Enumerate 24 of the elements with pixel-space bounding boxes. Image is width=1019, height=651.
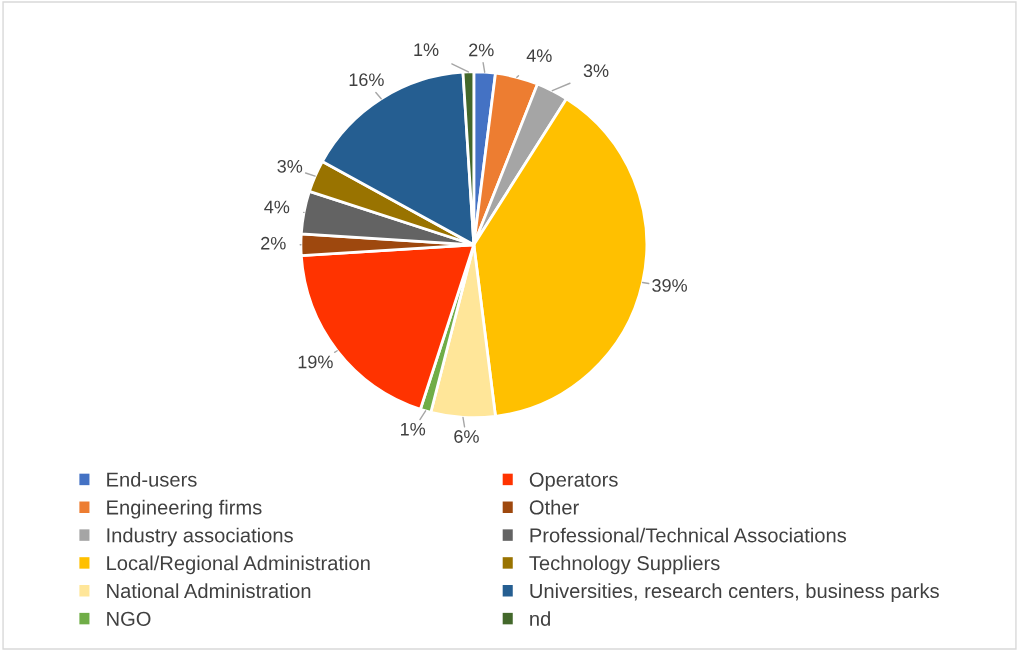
legend-label: End-users	[107, 471, 197, 487]
legend-label: Industry associations	[107, 527, 293, 547]
legend-label: Universities, research centers, business parks	[530, 583, 939, 603]
legend-label: National Administration	[107, 583, 311, 599]
data-label: 4%	[526, 49, 552, 62]
data-label: 4%	[264, 200, 290, 214]
data-label: 6%	[454, 430, 479, 443]
data-label: 39%	[652, 279, 687, 292]
data-label: 2%	[261, 236, 286, 250]
data-label: 3%	[583, 64, 609, 78]
data-label: 1%	[401, 422, 426, 436]
legend-label: nd	[530, 611, 550, 626]
legend-label: Local/Regional Administration	[107, 555, 370, 575]
legend-label: Professional/Technical Associations	[530, 527, 847, 543]
data-label: 3%	[277, 159, 303, 173]
legend-label: Operators	[529, 472, 618, 491]
data-label: 1%	[414, 43, 439, 56]
legend-label: Technology Suppliers	[529, 555, 720, 575]
data-label: 2%	[469, 43, 494, 57]
legend-label: Other	[529, 499, 579, 515]
legend-label: NGO	[107, 611, 151, 626]
data-label: 19%	[298, 355, 333, 369]
legend-label: Engineering firms	[107, 499, 262, 519]
data-label: 16%	[349, 73, 384, 87]
